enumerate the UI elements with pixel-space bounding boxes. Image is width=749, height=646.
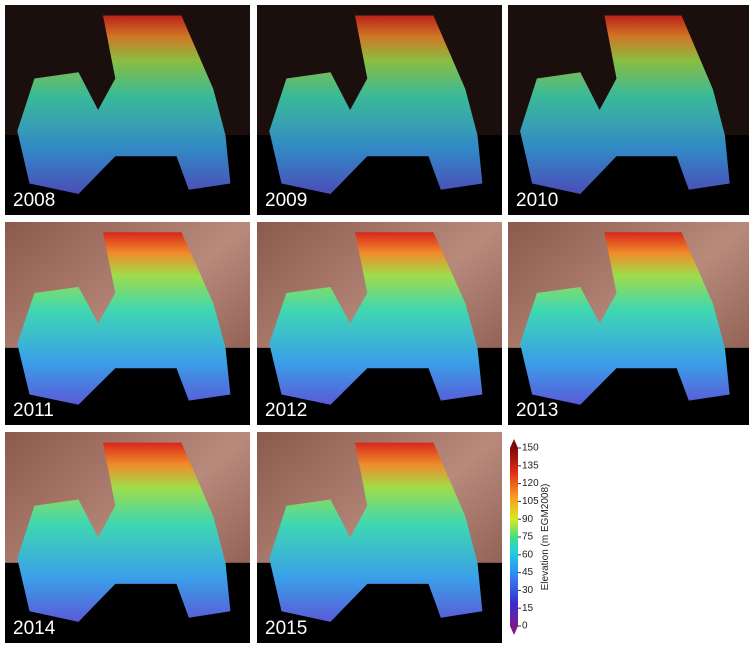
colorbar-top (510, 439, 518, 448)
colorbar-tick-label: 30 (522, 585, 534, 596)
panels: 2008 2009 2010 2011 2012 2013 2014 2015 (5, 5, 749, 643)
colorbar-bottom (510, 626, 518, 635)
glacier (17, 232, 231, 405)
colorbar-tick-label: 105 (522, 496, 539, 507)
colorbar-tick-label: 45 (522, 567, 534, 578)
glacier (269, 442, 483, 622)
year-label: 2012 (265, 400, 307, 421)
year-label: 2008 (13, 190, 55, 211)
colorbar-tick-label: 120 (522, 478, 539, 489)
map-panel: 2010 (508, 5, 749, 215)
year-label: 2015 (265, 618, 307, 639)
glacier (17, 15, 231, 194)
year-label: 2014 (13, 618, 56, 639)
map-panel: 2014 (5, 432, 250, 643)
colorbar-label: Elevation (m EGM2008) (540, 484, 551, 591)
glacier (520, 232, 730, 405)
year-label: 2009 (265, 190, 307, 211)
year-label: 2013 (516, 400, 558, 421)
colorbar: 0 15 30 45 60 75 90 105 120 135 150 Elevation (m EG… (510, 439, 551, 635)
colorbar-tick-label: 60 (522, 549, 534, 560)
map-panel: 2008 (5, 5, 250, 215)
colorbar-tick-label: 90 (522, 514, 534, 525)
year-label: 2011 (13, 400, 54, 421)
map-panel: 2009 (257, 5, 502, 215)
map-panel: 2012 (257, 222, 502, 425)
glacier (269, 232, 483, 405)
colorbar-body (510, 448, 518, 626)
map-panel: 2011 (5, 222, 250, 425)
map-panel: 2015 (257, 432, 502, 643)
glacier (520, 15, 730, 194)
map-panel: 2013 (508, 222, 749, 425)
colorbar-tick-label: 135 (522, 460, 539, 471)
year-label: 2010 (516, 190, 558, 211)
colorbar-tick-label: 0 (522, 621, 528, 632)
colorbar-tick-label: 15 (522, 603, 534, 614)
glacier (17, 442, 231, 622)
colorbar-tick-label: 150 (522, 443, 539, 454)
colorbar-tick-label: 75 (522, 532, 534, 543)
glacier (269, 15, 483, 194)
